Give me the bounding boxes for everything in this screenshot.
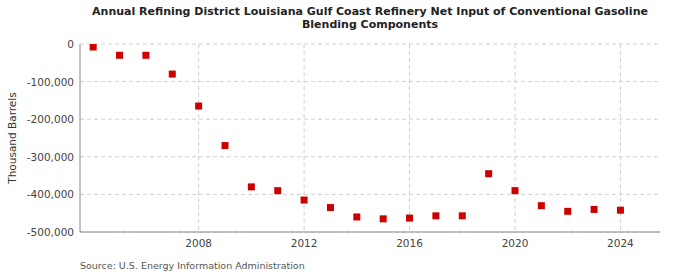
y-tick-label: -500,000 bbox=[27, 226, 74, 238]
y-tick-label: -300,000 bbox=[27, 151, 74, 163]
points bbox=[90, 44, 624, 222]
data-point bbox=[380, 215, 387, 222]
data-point bbox=[538, 202, 545, 209]
data-point bbox=[432, 212, 439, 219]
y-grid-line bbox=[80, 119, 660, 120]
data-point bbox=[90, 44, 97, 51]
source-note: Source: U.S. Energy Information Administ… bbox=[80, 260, 305, 271]
y-axis-line bbox=[80, 44, 81, 232]
data-point bbox=[353, 213, 360, 220]
x-grid-line bbox=[409, 44, 410, 232]
y-tick-label: -100,000 bbox=[27, 76, 74, 88]
chart-title: Annual Refining District Louisiana Gulf … bbox=[92, 5, 648, 31]
x-tick-label: 2016 bbox=[396, 237, 423, 249]
data-point bbox=[195, 103, 202, 110]
data-point bbox=[485, 170, 492, 177]
y-tick-label: -400,000 bbox=[27, 188, 74, 200]
data-point bbox=[169, 71, 176, 78]
grid bbox=[80, 44, 660, 232]
y-tick-label: 0 bbox=[67, 38, 74, 50]
y-grid-line bbox=[80, 156, 660, 157]
data-point bbox=[222, 142, 229, 149]
chart-svg: Annual Refining District Louisiana Gulf … bbox=[0, 0, 675, 275]
y-tick-label: -200,000 bbox=[27, 113, 74, 125]
x-tick-label: 2012 bbox=[291, 237, 318, 249]
x-tick-label: 2024 bbox=[607, 237, 634, 249]
chart-container: Annual Refining District Louisiana Gulf … bbox=[0, 0, 675, 275]
title-line: Blending Components bbox=[302, 18, 439, 31]
x-grid-line bbox=[515, 44, 516, 232]
x-tick-label: 2020 bbox=[502, 237, 529, 249]
data-point bbox=[459, 212, 466, 219]
data-point bbox=[248, 183, 255, 190]
x-axis-line bbox=[80, 232, 660, 233]
data-point bbox=[564, 208, 571, 215]
data-point bbox=[591, 206, 598, 213]
title-line: Annual Refining District Louisiana Gulf … bbox=[92, 5, 648, 18]
data-point bbox=[512, 187, 519, 194]
y-grid-line bbox=[80, 194, 660, 195]
data-point bbox=[142, 52, 149, 59]
data-point bbox=[116, 52, 123, 59]
data-point bbox=[327, 204, 334, 211]
data-point bbox=[617, 207, 624, 214]
data-point bbox=[301, 197, 308, 204]
y-grid-line bbox=[80, 81, 660, 82]
x-grid-line bbox=[620, 44, 621, 232]
axes: 0 -100,000 -200,000 -300,000 -400,000 -500,00… bbox=[27, 38, 660, 249]
x-tick-label: 2008 bbox=[185, 237, 212, 249]
y-grid-line bbox=[80, 44, 660, 45]
x-grid-line bbox=[198, 44, 199, 232]
y-axis-label: Thousand Barrels bbox=[6, 92, 18, 184]
data-point bbox=[274, 187, 281, 194]
y-grid-line bbox=[80, 232, 660, 233]
x-grid-line bbox=[304, 44, 305, 232]
data-point bbox=[406, 215, 413, 222]
